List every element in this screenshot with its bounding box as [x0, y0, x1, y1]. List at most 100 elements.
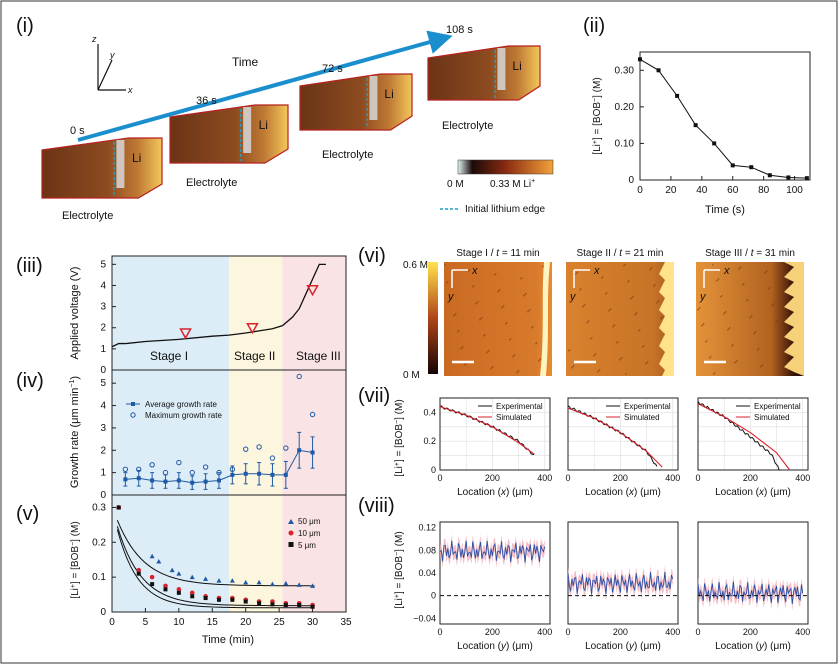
iv-points [122, 373, 316, 490]
vi-speckle [787, 369, 789, 371]
axis-x: x [127, 85, 133, 95]
v-point-5 [116, 505, 121, 510]
vi-speckle [712, 264, 714, 266]
ii-point [767, 173, 772, 178]
axis-z: z [91, 34, 97, 44]
v-point-5 [310, 604, 315, 609]
vi-speckle [444, 264, 446, 266]
vi-speckle [465, 363, 467, 365]
panel-vi: (vi) 0.6 M 0 M x y Stage I / t = 11 min x y S… [358, 245, 804, 381]
vi-speckle [455, 313, 457, 315]
vi-speckle [636, 312, 638, 314]
li-label: Li [132, 151, 141, 165]
ii-xtick-label: 100 [786, 185, 803, 196]
v-ytick-label: 0.2 [92, 537, 106, 548]
v-point-50 [269, 581, 275, 587]
vi-speckle [649, 269, 651, 271]
vi-speckle [651, 267, 653, 269]
vi-speckle [609, 309, 611, 311]
iii-ytick-label: 2 [100, 323, 106, 334]
stage-i-label: Stage I [150, 349, 188, 363]
viii-xlabel: Location (y) (μm) [585, 641, 661, 652]
lithium-slab [497, 48, 506, 90]
vi-y-label: y [699, 291, 707, 303]
iv-max-point [309, 411, 316, 418]
vi-speckle [742, 284, 744, 286]
electrolyte-label-108: Electrolyte [442, 120, 493, 132]
vi-speckle [602, 276, 604, 278]
vi-speckle [520, 278, 522, 280]
ii-xtick-label: 40 [696, 185, 708, 196]
vi-speckle [584, 304, 586, 306]
vi-interface [540, 262, 550, 376]
vi-speckle [577, 271, 579, 273]
vi-speckle [573, 365, 575, 367]
vi-speckle [476, 302, 478, 304]
vi-speckle [571, 367, 573, 369]
vi-speckle [776, 320, 778, 322]
volume-block [169, 104, 289, 164]
panel-vii-label: (vii) [358, 385, 390, 407]
iii-marker [246, 322, 259, 335]
iv-ytick-label: 2 [100, 445, 106, 456]
vi-speckle [630, 298, 632, 300]
vii-ytick-label: 0.2 [423, 436, 436, 446]
v-point-50 [176, 571, 182, 576]
vi-speckle [771, 305, 773, 307]
ii-point [656, 68, 661, 73]
ii-point [786, 175, 791, 180]
time-label: Time [232, 55, 259, 69]
vi-speckle [462, 346, 464, 348]
vi-speckle [656, 302, 658, 304]
vii-xtick-label: 0 [437, 473, 442, 483]
vi-speckle [624, 264, 626, 266]
stacked-frame-top [111, 255, 347, 613]
vi-speckle [762, 364, 764, 366]
vi-speckle [777, 319, 779, 321]
ii-xtick-label: 60 [727, 185, 739, 196]
vi-speckle [727, 329, 729, 331]
vi-speckle [757, 349, 759, 351]
vi-speckle [475, 303, 477, 305]
vi-speckle [531, 327, 533, 329]
vi-speckle [765, 271, 767, 273]
vi-speckle [729, 327, 731, 329]
vii-simulated-line [439, 406, 535, 455]
viii-axes [697, 521, 809, 625]
v-point-50 [169, 567, 175, 573]
li-label: Li [384, 87, 393, 101]
vi-speckle [647, 361, 649, 363]
vi-speckle [486, 352, 488, 354]
ii-point [675, 93, 680, 98]
vi-speckle [468, 270, 470, 272]
volume-blocks: Li Li Li Li [41, 45, 541, 199]
ii-series-line [639, 58, 807, 179]
v-point-5 [190, 594, 195, 599]
vi-speckle [639, 329, 641, 331]
vi-speckle [643, 345, 645, 347]
vi-speckle [447, 281, 449, 283]
v-point-5 [270, 602, 275, 607]
vii-xtick-label: 200 [743, 473, 758, 483]
vi-y-label: y [569, 291, 577, 303]
vi-speckle [586, 322, 588, 324]
iv-avg-point [163, 479, 168, 484]
vi-speckle [464, 364, 466, 366]
v-point-10 [176, 587, 182, 592]
iv-avg-point [216, 478, 221, 483]
vi-speckle [660, 318, 662, 320]
vi-speckle [568, 350, 570, 352]
vii-xlabel: Location (x) (μm) [715, 487, 791, 498]
colorbar-3d [457, 159, 554, 175]
viii-band [568, 565, 673, 602]
v-point-50 [283, 580, 289, 586]
vi-speckle [528, 310, 530, 312]
v-legend: 50 μm 10 μm 5 μm [288, 517, 321, 550]
vi-map-image [444, 262, 552, 376]
viii-axes [439, 521, 551, 625]
vi-speckle [575, 273, 577, 275]
vi-speckle [658, 300, 660, 302]
